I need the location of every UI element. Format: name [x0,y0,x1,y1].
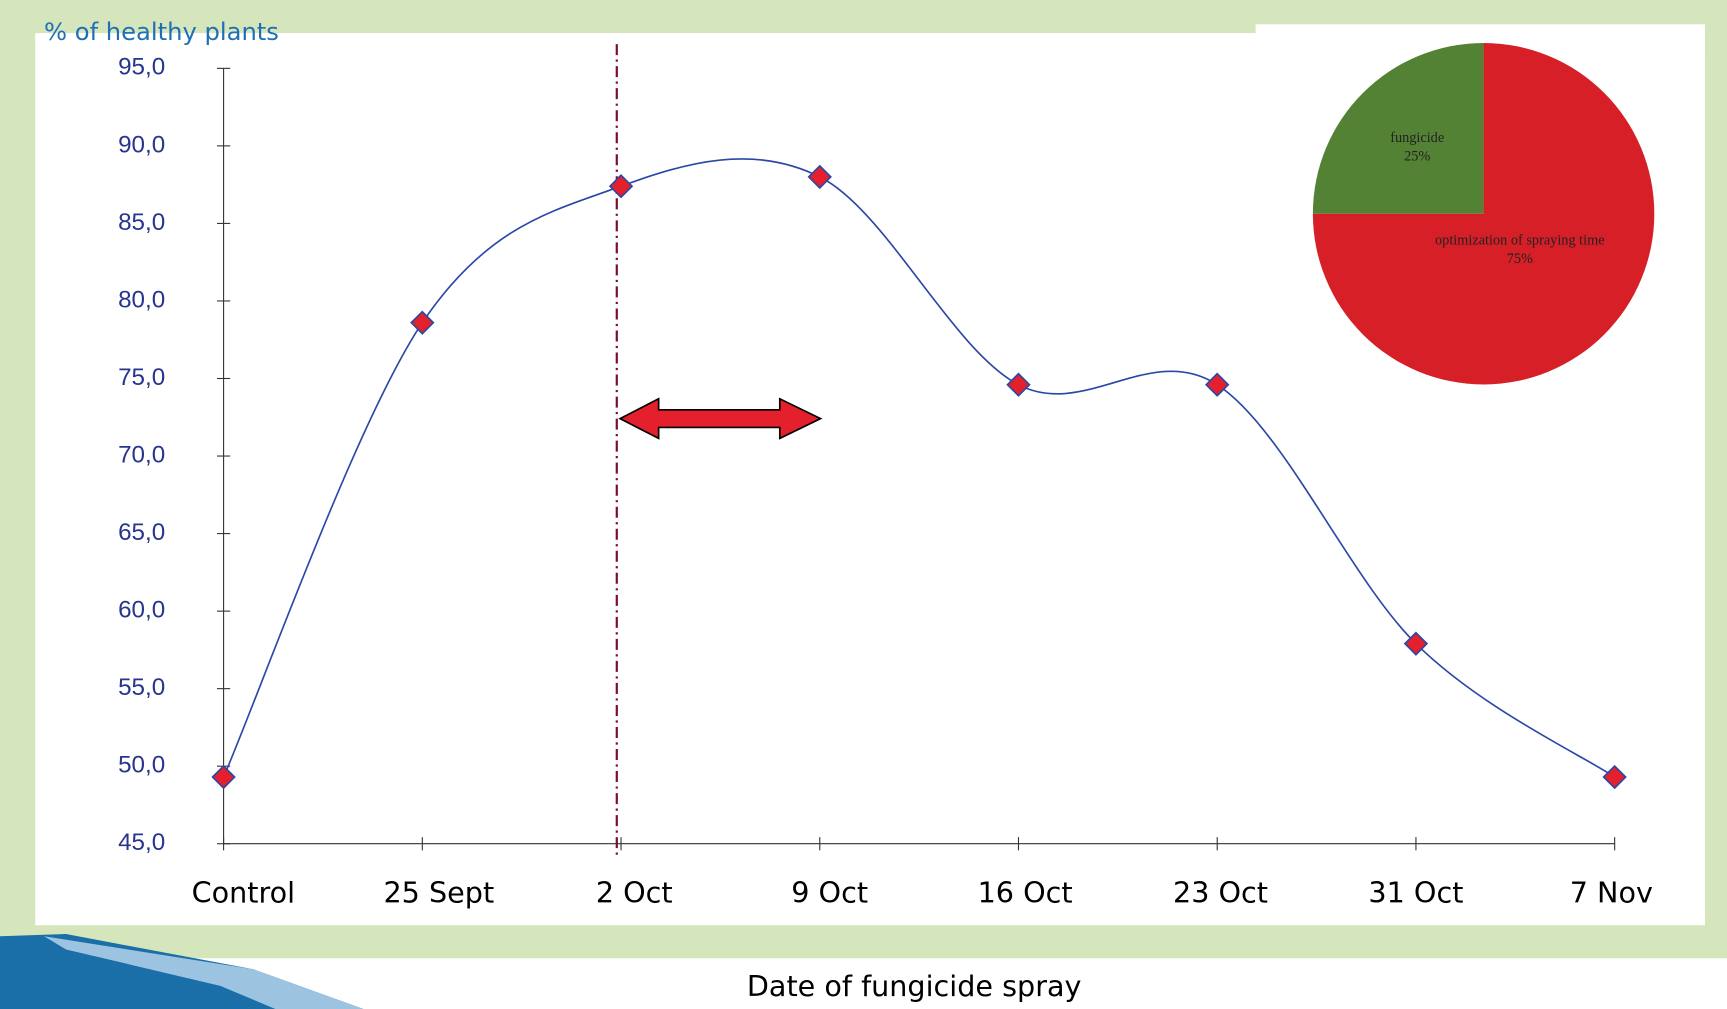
x-tick-label: 7 Nov [1570,875,1653,909]
y-tick-label: 65,0 [118,519,165,546]
marker [1006,372,1031,397]
marker [410,310,435,335]
x-tick-label: 23 Oct [1173,875,1268,909]
y-tick-label: 95,0 [118,54,165,81]
pie-label: optimization of spraying time [1435,232,1605,248]
y-tick-label: 45,0 [118,829,165,856]
marker [1602,764,1627,790]
x-tick-label: 2 Oct [596,875,673,909]
pie-value-label: 25% [1404,149,1430,165]
pie-value-label: 75% [1507,251,1533,267]
y-tick-label: 60,0 [118,597,165,624]
x-tick-label: 31 Oct [1368,875,1463,909]
marker [608,174,634,199]
y-tick-label: 70,0 [118,441,165,468]
y-tick-label: 75,0 [118,364,165,391]
y-tick-label: 50,0 [118,752,165,779]
corner-decoration [44,936,364,1009]
x-tick-label: 9 Oct [791,875,868,909]
marker [211,764,236,790]
y-tick-label: 90,0 [118,131,165,158]
double-arrow [618,397,823,440]
y-tick-label: 55,0 [118,674,165,701]
marker [1403,631,1429,656]
x-tick-label: 25 Sept [383,875,494,909]
marker [807,164,832,190]
y-tick-label: 85,0 [118,209,165,236]
pie-label: fungicide [1390,130,1444,146]
marker [1205,372,1230,397]
pie-slice [1312,43,1655,385]
y-axis-label: % of healthy plants [44,18,279,46]
x-tick-label: Control [192,875,295,909]
x-tick-label: 16 Oct [978,875,1073,909]
x-axis-label: Date of fungicide spray [747,969,1082,1003]
y-tick-label: 80,0 [118,286,165,313]
pie-slice [1312,43,1484,214]
data-line [222,158,1616,778]
